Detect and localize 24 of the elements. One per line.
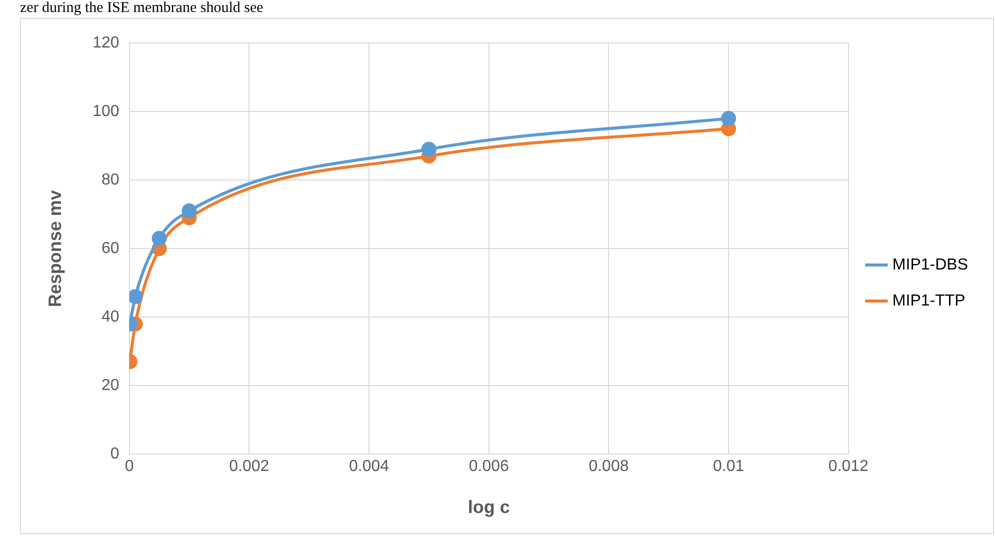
y-tick-label: 0 [110, 446, 120, 463]
x-tick-label: 0.008 [588, 458, 629, 476]
point [182, 203, 197, 218]
legend-label: MIP1-TTP [892, 292, 966, 310]
point [129, 289, 143, 304]
x-tick-label: 0.004 [348, 458, 390, 476]
point [421, 142, 436, 157]
x-tick-label: 0.002 [229, 458, 270, 476]
point [721, 110, 736, 126]
x-tick-label: 0.006 [468, 458, 509, 476]
y-axis-title: Response mv [44, 190, 65, 308]
text: zer during the ISE membrane should see [20, 0, 264, 16]
y-tick-label: 100 [92, 102, 120, 120]
x-tick-label: 0 [124, 458, 134, 476]
y-tick-label: 80 [102, 171, 120, 188]
legend-label: MIP1-DBS [892, 256, 968, 274]
y-tick-label: 120 [92, 34, 120, 52]
x-axis-title: log c [468, 497, 510, 518]
y-tick-label: 60 [102, 240, 120, 258]
point [152, 230, 167, 246]
x-tick-label: 0.012 [828, 458, 869, 476]
x-tick-label: 0.01 [713, 458, 744, 476]
y-tick-label: 40 [102, 308, 120, 326]
y-tick-label: 20 [102, 377, 120, 394]
